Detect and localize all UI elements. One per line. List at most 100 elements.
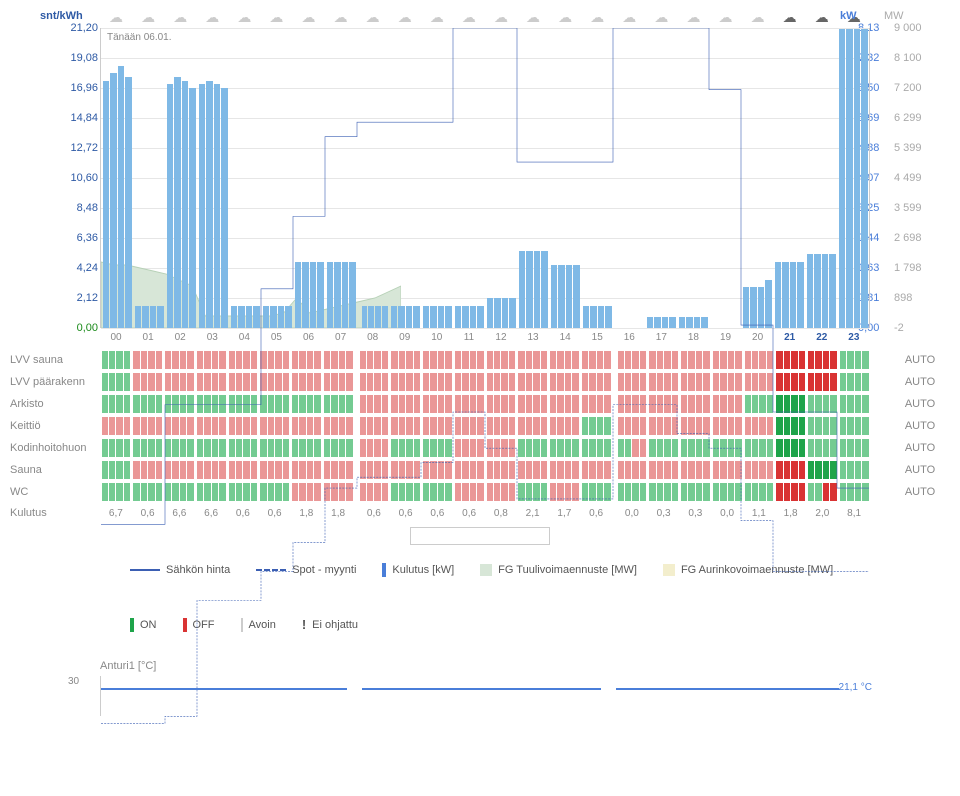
kulutus-value: 1,1 xyxy=(743,508,775,519)
consumption-bar xyxy=(470,306,477,328)
consumption-bar xyxy=(174,77,181,328)
legend-item: Avoin xyxy=(241,617,276,632)
legend-item: Sähkön hinta xyxy=(130,563,230,577)
schedule-mode[interactable]: AUTO xyxy=(890,464,950,476)
schedule-mode[interactable]: AUTO xyxy=(890,398,950,410)
schedule-label: Keittiö xyxy=(10,420,100,432)
consumption-bar xyxy=(438,306,445,328)
hour-tick: 12 xyxy=(485,328,517,343)
legend: Sähkön hintaSpot - myyntiKulutus [kW]FG … xyxy=(130,563,870,652)
consumption-bar xyxy=(199,84,206,328)
weather-icon: ☁ xyxy=(774,10,806,28)
consumption-bar xyxy=(519,251,526,328)
consumption-bar xyxy=(349,262,356,328)
consumption-bar xyxy=(679,317,686,328)
schedule-mode[interactable]: AUTO xyxy=(890,420,950,432)
consumption-bar xyxy=(167,84,174,328)
hour-tick: 00 xyxy=(100,328,132,343)
hour-tick: 14 xyxy=(549,328,581,343)
legend-item: OFF xyxy=(183,617,215,632)
schedule-label: Kodinhoitohuon xyxy=(10,442,100,454)
schedule-row: SaunaAUTO xyxy=(10,459,950,481)
filter-input[interactable] xyxy=(410,527,550,545)
sensor-value: 21,1 °C xyxy=(839,682,872,693)
consumption-bar xyxy=(342,262,349,328)
consumption-bar xyxy=(310,262,317,328)
schedule-row: Keittiö AUTO xyxy=(10,415,950,437)
consumption-bar xyxy=(125,77,132,328)
weather-icon: ☁ xyxy=(389,10,421,28)
schedule-mode[interactable]: AUTO xyxy=(890,376,950,388)
main-chart: 21,2019,0816,9614,8412,7210,608,486,364,… xyxy=(100,28,870,328)
weather-icon: ☁ xyxy=(613,10,645,28)
hour-tick: 01 xyxy=(132,328,164,343)
consumption-bar xyxy=(295,262,302,328)
schedule-mode[interactable]: AUTO xyxy=(890,354,950,366)
consumption-bar xyxy=(846,29,853,328)
consumption-bar xyxy=(430,306,437,328)
consumption-bar xyxy=(551,265,558,328)
hour-tick: 05 xyxy=(260,328,292,343)
hour-tick: 20 xyxy=(742,328,774,343)
weather-icon: ☁ xyxy=(325,10,357,28)
consumption-bar xyxy=(566,265,573,328)
consumption-bar xyxy=(368,306,374,328)
hour-tick: 15 xyxy=(581,328,613,343)
hour-tick: 21 xyxy=(774,328,806,343)
kulutus-value: 0,6 xyxy=(422,508,454,519)
weather-icon: ☁ xyxy=(453,10,485,28)
consumption-bar xyxy=(758,287,765,328)
consumption-bar xyxy=(253,306,260,328)
weather-icon: ☁ xyxy=(228,10,260,28)
consumption-bar xyxy=(238,306,245,328)
consumption-bar xyxy=(750,287,757,328)
kulutus-value: 1,8 xyxy=(775,508,807,519)
weather-icon: ☁ xyxy=(132,10,164,28)
x-axis: 0001020304050607080910111213141516171819… xyxy=(100,328,870,343)
kulutus-value: 1,7 xyxy=(549,508,581,519)
weather-icon: ☁ xyxy=(709,10,741,28)
hour-tick: 02 xyxy=(164,328,196,343)
consumption-bar xyxy=(797,262,804,328)
weather-icon: ☁ xyxy=(260,10,292,28)
consumption-bar xyxy=(494,298,501,328)
consumption-bar xyxy=(110,73,117,328)
schedule-label: LVV päärakenn xyxy=(10,376,100,388)
hour-tick: 13 xyxy=(517,328,549,343)
hour-tick: 03 xyxy=(196,328,228,343)
consumption-bar xyxy=(686,317,693,328)
consumption-bar xyxy=(445,306,452,328)
schedule-mode[interactable]: AUTO xyxy=(890,442,950,454)
hour-tick: 07 xyxy=(325,328,357,343)
consumption-bar xyxy=(590,306,597,328)
consumption-bar xyxy=(647,317,654,328)
consumption-bar xyxy=(231,306,238,328)
kulutus-value: 0,8 xyxy=(485,508,517,519)
schedule-mode[interactable]: AUTO xyxy=(890,486,950,498)
kulutus-value: 0,6 xyxy=(358,508,390,519)
schedule-label: LVV sauna xyxy=(10,354,100,366)
kulutus-value: 8,1 xyxy=(838,508,870,519)
weather-icon: ☁ xyxy=(164,10,196,28)
consumption-bar xyxy=(334,262,341,328)
hour-tick: 22 xyxy=(806,328,838,343)
kulutus-value: 2,0 xyxy=(807,508,839,519)
legend-item: !Ei ohjattu xyxy=(302,617,358,632)
schedule-row: Kodinhoitohuon AUTO xyxy=(10,437,950,459)
schedule-label: Arkisto xyxy=(10,398,100,410)
hour-tick: 06 xyxy=(292,328,324,343)
weather-icon: ☁ xyxy=(581,10,613,28)
weather-icon: ☁ xyxy=(549,10,581,28)
consumption-bar xyxy=(382,306,388,328)
consumption-bar xyxy=(558,265,565,328)
weather-icon: ☁ xyxy=(292,10,324,28)
consumption-bar xyxy=(775,262,782,328)
consumption-bar xyxy=(118,66,125,328)
consumption-bar xyxy=(669,317,676,328)
legend-item: Spot - myynti xyxy=(256,563,356,577)
axis-left-title: snt/kWh xyxy=(40,10,100,22)
consumption-bar xyxy=(526,251,533,328)
consumption-bar xyxy=(598,306,605,328)
weather-icon: ☁ xyxy=(645,10,677,28)
consumption-bar xyxy=(509,298,516,328)
